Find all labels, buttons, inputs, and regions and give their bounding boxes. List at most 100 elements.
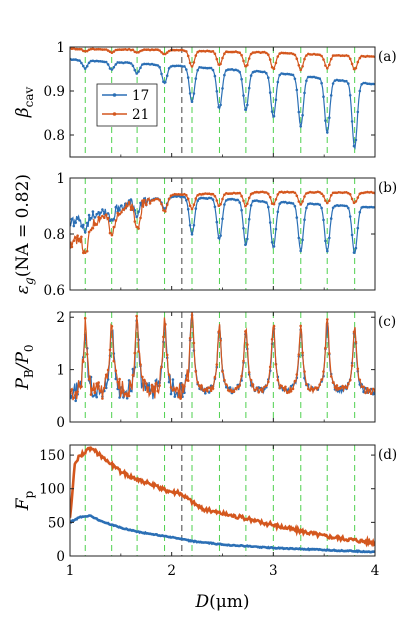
data-point	[347, 382, 350, 386]
data-point	[247, 57, 251, 60]
data-point	[268, 195, 272, 199]
data-point	[78, 237, 81, 241]
data-point	[125, 204, 129, 208]
data-point	[145, 382, 148, 385]
data-point	[297, 236, 301, 240]
data-point	[108, 348, 112, 352]
y-tick-label: 0.6	[44, 283, 65, 299]
data-point	[135, 225, 138, 229]
data-point	[261, 50, 264, 54]
data-point	[308, 53, 312, 56]
data-point	[173, 388, 177, 391]
data-point	[83, 67, 87, 70]
data-point	[310, 191, 314, 194]
data-point	[312, 203, 316, 206]
data-point	[103, 60, 106, 64]
data-point	[356, 226, 360, 230]
data-point	[194, 370, 198, 373]
data-point	[114, 205, 118, 209]
data-point	[287, 191, 291, 194]
data-point	[240, 194, 243, 198]
data-point	[194, 197, 198, 200]
data-point	[95, 212, 98, 216]
y-tick-label: 1	[56, 171, 65, 187]
data-point	[234, 198, 238, 202]
data-point	[354, 138, 358, 142]
data-point	[278, 73, 282, 77]
data-point	[343, 191, 346, 194]
data-point	[371, 206, 375, 209]
data-point	[146, 198, 150, 201]
data-point	[104, 373, 108, 377]
data-point	[255, 386, 259, 390]
data-point	[305, 79, 308, 83]
data-point	[80, 61, 83, 65]
data-point	[106, 49, 110, 52]
data-point	[164, 52, 167, 56]
data-point	[356, 367, 360, 371]
data-point	[326, 67, 329, 70]
data-point	[145, 203, 148, 206]
data-point	[284, 51, 287, 55]
data-point	[333, 191, 337, 194]
data-point	[179, 48, 182, 52]
data-point	[175, 386, 178, 390]
data-point	[133, 220, 137, 223]
data-point	[188, 224, 192, 227]
data-point	[293, 379, 297, 383]
data-point	[169, 392, 173, 396]
data-point	[164, 81, 167, 84]
data-point	[358, 89, 362, 93]
data-point	[331, 381, 335, 384]
data-point	[265, 191, 268, 194]
data-point	[179, 397, 182, 400]
data-point	[251, 383, 255, 386]
data-point	[307, 387, 310, 391]
data-point	[186, 54, 190, 58]
data-point	[152, 385, 156, 389]
data-point	[299, 249, 303, 253]
data-point	[299, 68, 303, 72]
data-point	[234, 387, 238, 390]
data-point	[125, 396, 129, 400]
data-point	[255, 50, 259, 54]
data-point	[228, 386, 232, 389]
data-point	[204, 192, 207, 195]
data-point	[282, 386, 285, 390]
data-point	[303, 57, 306, 61]
data-point	[215, 90, 219, 93]
series-line-21	[70, 312, 375, 401]
data-point	[162, 52, 165, 56]
data-point	[116, 48, 119, 52]
data-point	[93, 391, 97, 395]
data-point	[165, 353, 169, 357]
data-point	[247, 196, 251, 200]
data-point	[158, 49, 161, 52]
data-point	[297, 353, 301, 356]
data-point	[270, 110, 274, 113]
data-point	[196, 194, 199, 197]
data-point	[215, 363, 219, 366]
data-point	[145, 62, 148, 66]
data-point	[211, 50, 215, 53]
x-tick-label: 3	[269, 563, 278, 579]
y-tick-label: 150	[39, 448, 65, 464]
data-point	[328, 236, 331, 240]
data-point	[129, 62, 133, 65]
data-point	[274, 98, 278, 101]
data-point	[305, 382, 308, 386]
data-point	[185, 50, 188, 53]
data-point	[127, 200, 131, 204]
data-point	[120, 204, 123, 207]
data-point	[316, 386, 320, 390]
data-point	[183, 195, 186, 199]
data-point	[158, 384, 161, 387]
data-point	[301, 65, 304, 68]
data-point	[350, 364, 354, 367]
data-point	[236, 51, 239, 54]
data-point	[228, 389, 232, 392]
data-point	[308, 389, 312, 392]
data-point	[228, 50, 232, 54]
data-point	[246, 343, 249, 346]
